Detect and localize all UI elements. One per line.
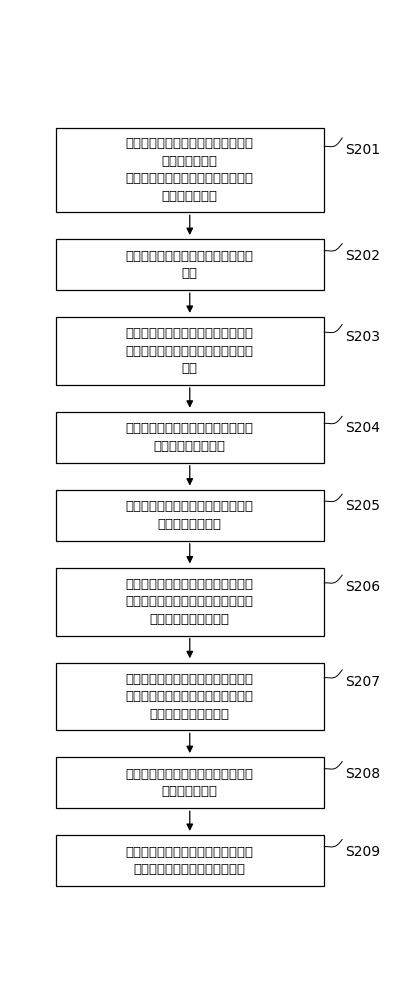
Text: S204: S204 bbox=[346, 421, 381, 435]
Text: S205: S205 bbox=[346, 499, 381, 513]
Bar bbox=[56, 239, 324, 290]
Text: 所述控制装置接收所述气候模拟装置
发送的气候信息数据和所述电能表检
测装置发送的检测数据: 所述控制装置接收所述气候模拟装置 发送的气候信息数据和所述电能表检 测装置发送的… bbox=[126, 673, 254, 721]
Text: S208: S208 bbox=[346, 767, 381, 781]
Bar bbox=[56, 412, 324, 463]
Text: 所述控制装置根据所述气候信息，确
定所述检测类型: 所述控制装置根据所述气候信息，确 定所述检测类型 bbox=[126, 768, 254, 798]
Text: S201: S201 bbox=[346, 143, 381, 157]
Text: S206: S206 bbox=[346, 580, 381, 594]
Bar bbox=[56, 490, 324, 541]
Text: 所述气候模拟装置将实时的气候信息
数据发送至控制装置: 所述气候模拟装置将实时的气候信息 数据发送至控制装置 bbox=[126, 422, 254, 453]
Text: S207: S207 bbox=[346, 675, 381, 689]
Text: 所述电能表检测装置接收所述控制装
置发送的检测指令: 所述电能表检测装置接收所述控制装 置发送的检测指令 bbox=[126, 500, 254, 531]
Text: 所述控制装置将气候信息指令至所述
气候模拟装置，
所述控制装置将检测指令发送至所述
电能表检测装置: 所述控制装置将气候信息指令至所述 气候模拟装置， 所述控制装置将检测指令发送至所… bbox=[126, 137, 254, 203]
Bar bbox=[56, 835, 324, 886]
Bar bbox=[56, 128, 324, 212]
Text: 所述电能表检测装置根据检测指令，
对所述电能表进行相应的检测；将检
测数据发送至控制装置: 所述电能表检测装置根据检测指令， 对所述电能表进行相应的检测；将检 测数据发送至… bbox=[126, 578, 254, 626]
Bar bbox=[56, 663, 324, 730]
Bar bbox=[56, 317, 324, 385]
Text: S209: S209 bbox=[346, 845, 381, 859]
Text: 所述控制装置根据检测类型，存储所
述气候信息数据和对应检测数据: 所述控制装置根据检测类型，存储所 述气候信息数据和对应检测数据 bbox=[126, 846, 254, 876]
Bar bbox=[56, 757, 324, 808]
Bar bbox=[56, 568, 324, 636]
Text: 所述气候模拟装置根据所述气候信息
指令，控制所述气候模拟装置内部的
气候: 所述气候模拟装置根据所述气候信息 指令，控制所述气候模拟装置内部的 气候 bbox=[126, 327, 254, 375]
Text: 所述气候模拟装置接收所述气候信息
指令: 所述气候模拟装置接收所述气候信息 指令 bbox=[126, 250, 254, 280]
Text: S203: S203 bbox=[346, 330, 381, 344]
Text: S202: S202 bbox=[346, 249, 381, 263]
